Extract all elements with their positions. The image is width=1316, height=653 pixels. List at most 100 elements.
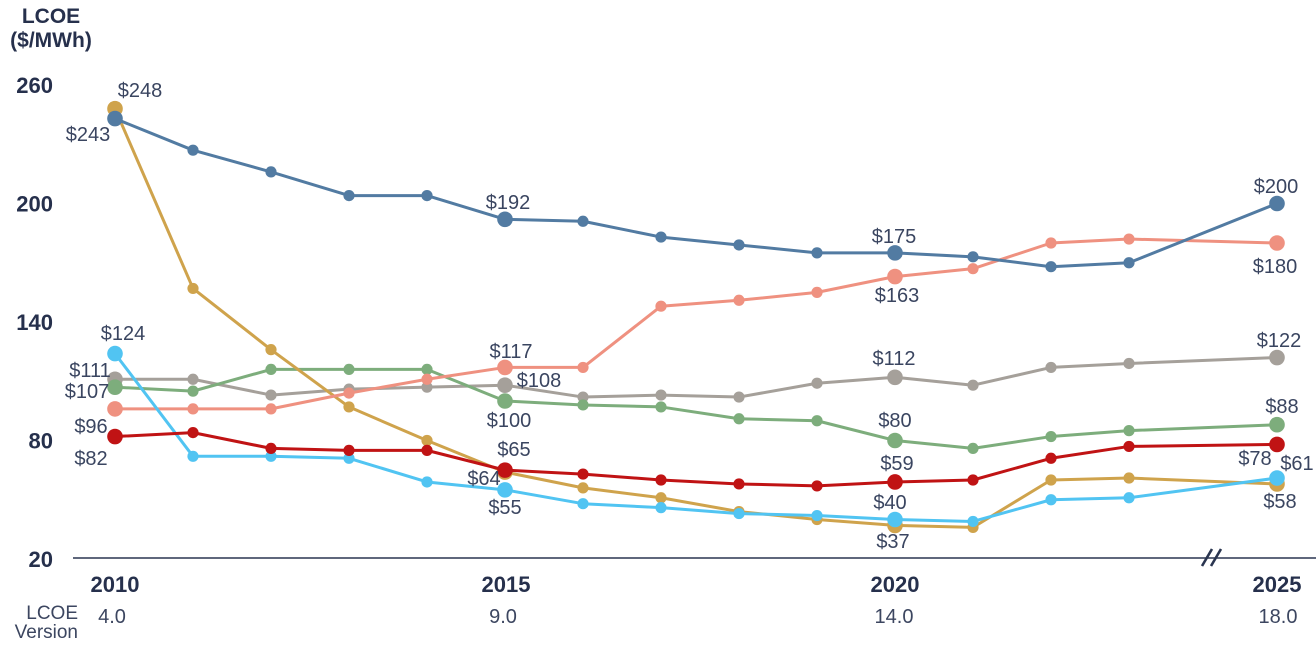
value-label-dark-red-2015: $65 xyxy=(497,439,530,461)
axis-break-mark xyxy=(1200,548,1214,567)
value-label-salmon-2015: $117 xyxy=(489,341,532,363)
x-axis-year-2010: 2010 xyxy=(90,572,140,597)
data-point-warm-gray-2017 xyxy=(655,389,667,401)
data-point-dark-red-2016 xyxy=(577,468,589,480)
value-label-green-2015: $100 xyxy=(487,410,532,432)
lcoe-version-2025: 18.0 xyxy=(1258,606,1298,628)
value-label-salmon-2025: $180 xyxy=(1253,256,1298,278)
data-point-warm-gray-2025 xyxy=(1269,349,1285,366)
data-point-dark-red-2025 xyxy=(1269,436,1285,453)
data-point-dark-red-2018 xyxy=(733,478,745,490)
x-axis-year-2025: 2025 xyxy=(1252,572,1302,597)
data-point-sky-blue-2015 xyxy=(497,482,513,498)
data-point-steel-blue-2010 xyxy=(107,110,123,127)
y-axis-title-line1: LCOE xyxy=(21,5,81,28)
data-point-salmon-2015 xyxy=(497,359,513,376)
data-point-sky-blue-2021 xyxy=(967,515,979,528)
data-point-warm-gray-2023 xyxy=(1123,357,1135,370)
series-line-gold xyxy=(113,107,1279,529)
data-point-green-2017 xyxy=(655,401,667,413)
value-label-warm-gray-2010: $111 xyxy=(69,360,111,382)
data-point-steel-blue-2020 xyxy=(887,245,903,261)
data-point-salmon-2018 xyxy=(733,294,745,306)
data-point-salmon-2025 xyxy=(1269,235,1285,251)
value-label-warm-gray-2025: $122 xyxy=(1257,330,1302,352)
data-point-green-2023 xyxy=(1123,425,1135,437)
data-point-gold-2023 xyxy=(1123,472,1135,484)
y-axis-title-line2: ($/MWh) xyxy=(10,29,92,52)
data-point-gold-2022 xyxy=(1045,474,1057,486)
data-point-gold-2016 xyxy=(577,482,589,494)
data-point-steel-blue-2025 xyxy=(1269,195,1285,212)
value-label-sky-blue-2020: $40 xyxy=(873,492,906,514)
data-point-salmon-2013 xyxy=(343,387,355,399)
value-label-dark-red-2010: $82 xyxy=(74,448,107,470)
data-point-dark-red-2015 xyxy=(497,462,513,478)
data-point-sky-blue-2018 xyxy=(733,507,745,520)
data-point-sky-blue-2023 xyxy=(1123,492,1135,504)
data-point-sky-blue-2017 xyxy=(655,502,667,514)
data-point-sky-blue-2014 xyxy=(421,476,433,488)
x-axis-year-2015: 2015 xyxy=(481,572,531,597)
data-point-steel-blue-2017 xyxy=(655,231,667,243)
data-point-gold-2017 xyxy=(655,492,667,504)
data-point-gold-2013 xyxy=(343,401,355,413)
data-point-salmon-2019 xyxy=(811,286,823,298)
data-point-salmon-2023 xyxy=(1123,233,1135,245)
value-label-sky-blue-2025: $61 xyxy=(1280,453,1313,475)
data-point-salmon-2016 xyxy=(577,361,589,374)
data-point-warm-gray-2014 xyxy=(421,381,433,393)
version-row-label-line2: Version xyxy=(14,622,78,643)
value-label-dark-red-2020: $59 xyxy=(880,453,913,475)
version-row-label-line1: LCOE xyxy=(26,603,78,624)
data-point-sky-blue-2016 xyxy=(577,498,589,510)
series-line-sky-blue xyxy=(113,352,1279,523)
data-point-steel-blue-2023 xyxy=(1123,257,1135,269)
data-point-warm-gray-2016 xyxy=(577,391,589,403)
data-point-warm-gray-2012 xyxy=(265,389,277,401)
data-point-steel-blue-2022 xyxy=(1045,261,1057,273)
y-tick-label-20: 20 xyxy=(29,547,53,572)
value-label-steel-blue-2025: $200 xyxy=(1254,176,1299,198)
x-axis-year-2020: 2020 xyxy=(870,572,920,597)
data-point-dark-red-2023 xyxy=(1123,440,1135,453)
data-point-steel-blue-2018 xyxy=(733,239,745,251)
data-point-warm-gray-2015 xyxy=(497,377,513,394)
axis-break-mark xyxy=(1209,548,1223,567)
y-tick-label-140: 140 xyxy=(16,310,53,335)
data-point-sky-blue-2020 xyxy=(887,511,903,528)
data-point-dark-red-2014 xyxy=(421,444,433,456)
lcoe-version-2010: 4.0 xyxy=(98,606,126,628)
data-point-dark-red-2010 xyxy=(107,428,123,445)
data-point-gold-2014 xyxy=(421,434,433,447)
value-label-gold-2010: $248 xyxy=(118,80,163,102)
value-label-dark-red-2025: $78 xyxy=(1238,448,1271,470)
data-point-salmon-2022 xyxy=(1045,237,1057,249)
data-point-steel-blue-2016 xyxy=(577,215,589,227)
series-line-steel-blue xyxy=(113,117,1279,269)
data-point-steel-blue-2011 xyxy=(187,144,199,156)
data-point-dark-red-2011 xyxy=(187,427,199,439)
data-point-warm-gray-2020 xyxy=(887,369,903,386)
data-point-dark-red-2012 xyxy=(265,442,277,454)
data-point-gold-2012 xyxy=(265,344,277,356)
data-point-sky-blue-2022 xyxy=(1045,494,1057,506)
value-label-salmon-2010: $96 xyxy=(74,416,107,438)
y-axis-title: LCOE ($/MWh) xyxy=(2,5,100,53)
value-label-green-2020: $80 xyxy=(878,410,911,432)
data-point-steel-blue-2014 xyxy=(421,190,433,202)
value-label-salmon-2020: $163 xyxy=(875,285,920,307)
data-point-steel-blue-2019 xyxy=(811,247,823,259)
data-point-salmon-2010 xyxy=(107,401,123,417)
value-label-gold-2015: $64 xyxy=(467,468,500,490)
value-label-sky-blue-2010: $124 xyxy=(101,323,146,345)
data-point-green-2025 xyxy=(1269,416,1285,433)
value-label-warm-gray-2015: $108 xyxy=(517,370,562,392)
data-point-green-2018 xyxy=(733,413,745,425)
data-point-warm-gray-2021 xyxy=(967,379,979,391)
value-label-gold-2025: $58 xyxy=(1263,491,1296,513)
data-point-sky-blue-2012 xyxy=(265,450,277,462)
value-label-gold-2020: $37 xyxy=(876,531,909,553)
data-point-steel-blue-2012 xyxy=(265,166,277,178)
